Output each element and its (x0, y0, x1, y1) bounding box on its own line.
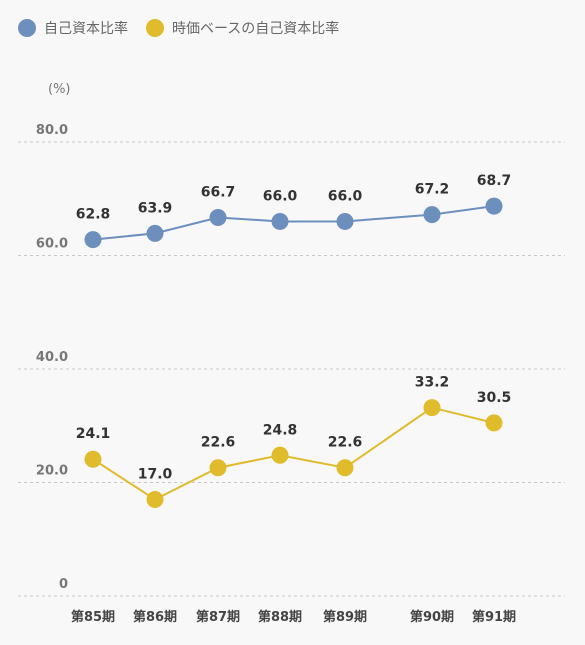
data-label: 66.0 (263, 188, 298, 204)
data-point[interactable] (271, 212, 289, 230)
x-tick-label: 第90期 (410, 609, 454, 625)
legend-marker-equity-ratio (18, 19, 36, 37)
data-label: 30.5 (477, 390, 512, 406)
data-label: 63.9 (138, 200, 173, 216)
data-point[interactable] (209, 208, 227, 226)
data-label: 22.6 (201, 435, 236, 451)
y-tick-label: 20.0 (36, 464, 68, 479)
data-label: 17.0 (138, 467, 173, 483)
legend-marker-market-equity-ratio (146, 19, 164, 37)
data-point[interactable] (146, 224, 164, 242)
data-label: 67.2 (415, 182, 450, 198)
legend-item-equity-ratio[interactable]: 自己資本比率 (18, 18, 128, 38)
data-label: 22.6 (328, 435, 363, 451)
data-label: 66.7 (201, 184, 236, 200)
data-label: 62.8 (76, 207, 111, 223)
x-tick-label: 第86期 (133, 609, 177, 625)
data-label: 24.1 (76, 426, 111, 442)
data-point[interactable] (423, 399, 441, 417)
data-point[interactable] (485, 197, 503, 215)
x-tick-label: 第87期 (196, 609, 240, 625)
y-axis-unit-label: (%) (48, 82, 71, 97)
y-tick-label: 80.0 (36, 123, 68, 138)
series-layer (84, 197, 503, 509)
grid-layer: 0 20.0 40.0 60.0 80.0 第85期 第86期 第87期 第88期 第89期 第90… (18, 123, 565, 625)
x-tick-label: 第88期 (258, 609, 302, 625)
data-label: 33.2 (415, 375, 450, 391)
data-point[interactable] (146, 491, 164, 509)
data-label: 66.0 (328, 188, 363, 204)
data-point[interactable] (336, 459, 354, 477)
legend-label-equity-ratio: 自己資本比率 (44, 21, 128, 37)
data-label: 24.8 (263, 422, 298, 438)
data-point[interactable] (84, 450, 102, 468)
legend: 自己資本比率 時価ベースの自己資本比率 (18, 18, 339, 38)
label-layer: 62.8 63.9 66.7 66.0 66.0 67.2 68.7 24.1 17.0 22.6… (76, 173, 512, 482)
y-tick-label: 60.0 (36, 237, 68, 252)
x-tick-label: 第85期 (71, 609, 115, 625)
legend-label-market-equity-ratio: 時価ベースの自己資本比率 (172, 21, 340, 37)
data-point[interactable] (84, 231, 102, 249)
y-tick-label: 40.0 (36, 350, 68, 365)
x-tick-label: 第89期 (323, 609, 367, 625)
data-label: 68.7 (477, 173, 512, 189)
legend-item-market-equity-ratio[interactable]: 時価ベースの自己資本比率 (146, 18, 339, 38)
data-point[interactable] (485, 414, 503, 432)
y-tick-label: 0 (59, 577, 68, 592)
data-point[interactable] (336, 212, 354, 230)
data-point[interactable] (423, 206, 441, 224)
x-tick-label: 第91期 (472, 609, 516, 625)
data-point[interactable] (209, 459, 227, 477)
data-point[interactable] (271, 446, 289, 464)
